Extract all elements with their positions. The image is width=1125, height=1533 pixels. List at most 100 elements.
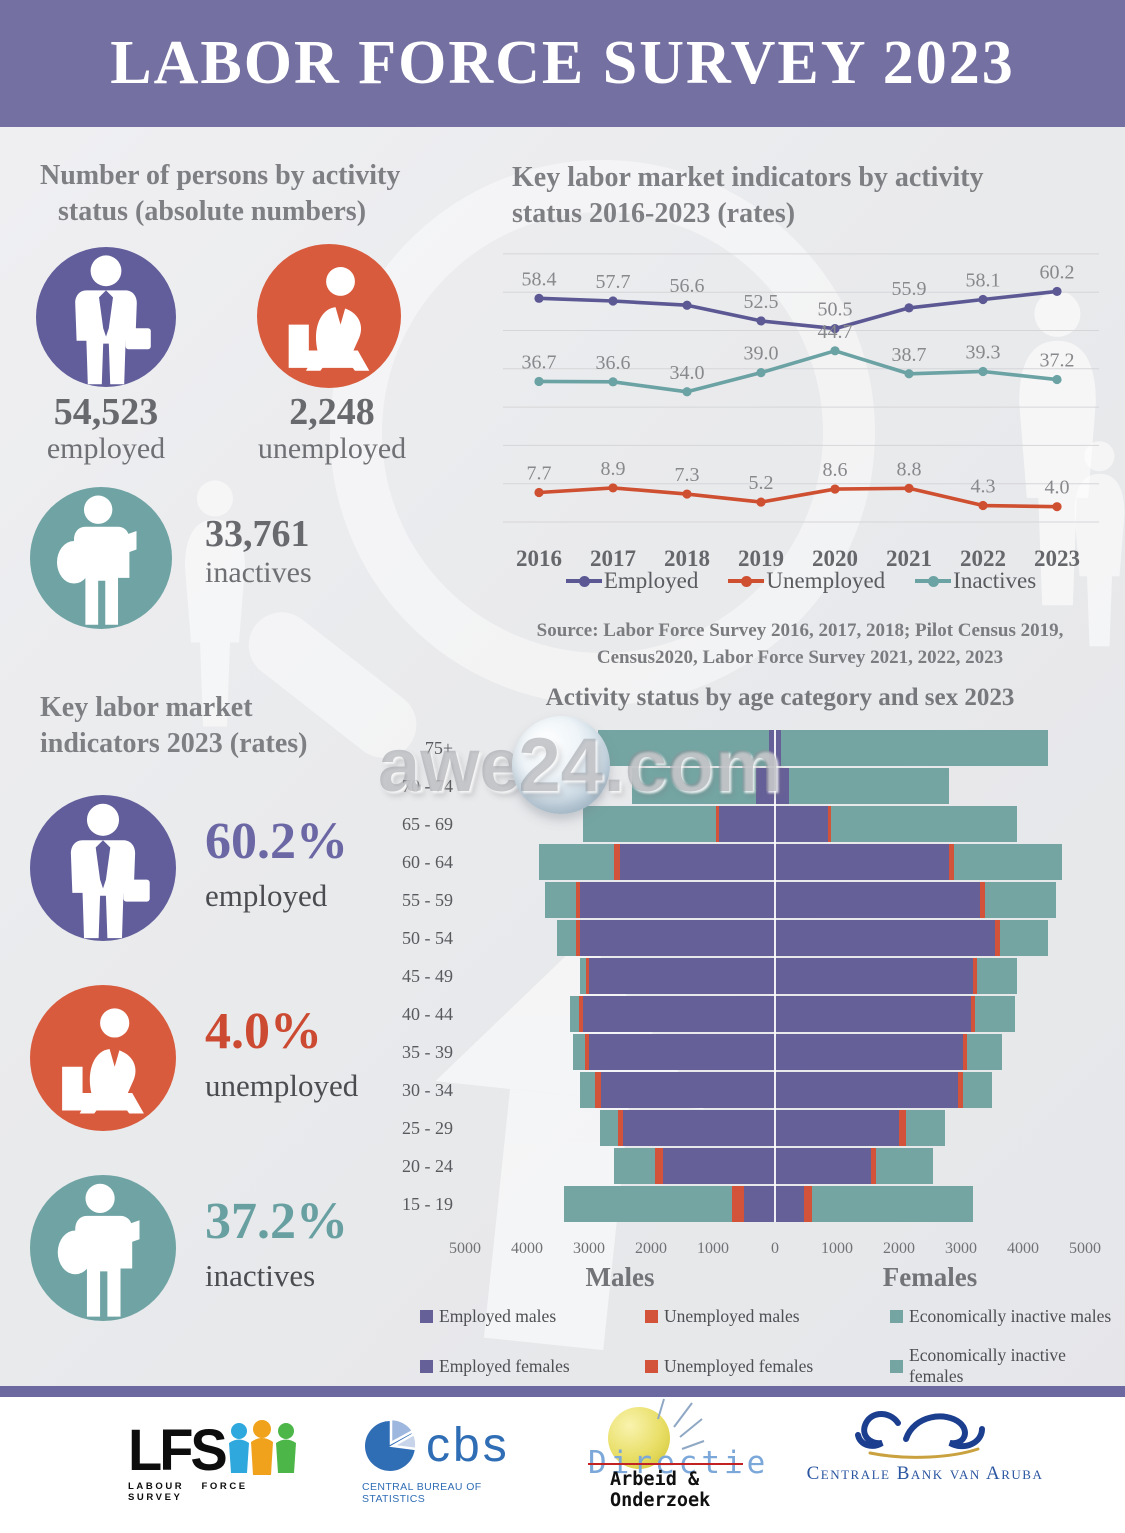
age-category-label: 60 - 64	[402, 852, 453, 872]
bar-unemployed-females	[979, 882, 985, 918]
bar-inactive-females	[1000, 920, 1048, 956]
bar-employed-females	[775, 1034, 963, 1070]
bar-inactive-males	[557, 920, 576, 956]
legend-square-marker	[420, 1310, 433, 1323]
axis-tick-label: 2000	[635, 1240, 667, 1257]
unemployed-person-icon	[257, 244, 401, 388]
bar-employed-males	[768, 730, 775, 766]
bar-inactive-males	[613, 1148, 656, 1184]
bar-employed-females	[775, 996, 971, 1032]
bar-employed-males	[582, 996, 775, 1032]
unemployed-rate-label: unemployed	[205, 1068, 359, 1103]
employed-rate: 60.2%	[205, 813, 348, 870]
svg-text:7.7: 7.7	[527, 463, 552, 485]
axis-tick-label: 3000	[573, 1240, 605, 1257]
svg-text:2017: 2017	[590, 546, 636, 571]
pyramid-row: 60 - 64	[402, 844, 1085, 880]
svg-text:34.0: 34.0	[670, 362, 705, 384]
person-silhouette-decoration	[1062, 400, 1125, 690]
bar-inactive-males	[600, 1110, 618, 1146]
inactives-rate-label: inactives	[205, 1258, 316, 1293]
bar-employed-males	[620, 844, 775, 880]
pyramid-row: 30 - 34	[402, 1072, 1085, 1108]
footer-divider	[0, 1386, 1125, 1397]
person-silhouette-decoration	[170, 440, 260, 770]
axis-tick-label: 4000	[511, 1240, 543, 1257]
unemployed-rate: 4.0%	[205, 1003, 322, 1060]
svg-text:50.5: 50.5	[818, 299, 853, 321]
pyramid-row: 45 - 49	[402, 958, 1085, 994]
lfs-people-icon	[228, 1420, 296, 1475]
legend-square-marker	[890, 1310, 903, 1323]
bar-employed-males	[589, 1034, 775, 1070]
svg-text:5.2: 5.2	[749, 472, 774, 494]
axis-tick-label: 0	[771, 1240, 779, 1257]
bar-inactive-females	[967, 1034, 1002, 1070]
age-category-label: 55 - 59	[402, 890, 453, 910]
pyramid-row: 35 - 39	[402, 1034, 1085, 1070]
lfs-logo: LFS LABOUR FORCE SURVEY	[128, 1397, 313, 1533]
bar-unemployed-males	[655, 1148, 664, 1184]
svg-text:2020: 2020	[812, 546, 858, 571]
bar-inactive-females	[975, 996, 1015, 1032]
bar-unemployed-females	[973, 958, 978, 994]
bar-inactive-males	[544, 882, 576, 918]
bar-employed-males	[623, 1110, 775, 1146]
pyramid-center-line	[774, 730, 776, 1222]
legend-label: Employed males	[439, 1306, 557, 1326]
header-band: LABOR FORCE SURVEY 2023	[0, 0, 1125, 127]
age-category-label: 20 - 24	[402, 1156, 453, 1176]
unemployed-count: 2,248	[289, 391, 375, 433]
axis-tick-label: 3000	[945, 1240, 977, 1257]
dao-name-line2: Arbeid & Onderzoek	[610, 1469, 711, 1511]
cbs-pie-icon	[365, 1417, 418, 1471]
bar-unemployed-males	[716, 806, 720, 842]
svg-text:2023: 2023	[1034, 546, 1080, 571]
bar-employed-females	[775, 806, 828, 842]
bar-inactive-females	[830, 806, 1017, 842]
population-pyramid: 75+ 70 - 74 65 - 69 60 - 64 55 - 59 50 - 54 45…	[402, 730, 1085, 1224]
axis-tick-label: 5000	[449, 1240, 481, 1257]
dao-red-line	[588, 1463, 743, 1465]
legend-label: Inactives	[953, 568, 1037, 593]
pyramid-legend-item: Employed males	[420, 1306, 645, 1327]
section2-title: Key labor market indicators 2023 (rates)	[40, 692, 308, 759]
age-category-label: 50 - 54	[402, 928, 453, 948]
watermark: awe 24 .com	[378, 716, 781, 814]
legend-square-marker	[645, 1359, 658, 1373]
legend-label: Employed females	[439, 1355, 570, 1376]
pyramid-legend-item: Employed females	[420, 1345, 645, 1387]
pyramid-row: 25 - 29	[402, 1110, 1085, 1146]
age-category-label: 65 - 69	[402, 814, 453, 834]
bar-employed-females	[775, 1110, 899, 1146]
pyramid-row: 75+	[425, 730, 1085, 766]
person-silhouette-decoration	[1000, 250, 1115, 650]
svg-text:2022: 2022	[960, 546, 1006, 571]
svg-text:60.2: 60.2	[1040, 261, 1075, 283]
inactives-count-label: inactives	[205, 556, 312, 589]
pyramid-row: 40 - 44	[402, 996, 1085, 1032]
bar-employed-females	[775, 730, 782, 766]
legend-item: Inactives	[915, 568, 1036, 594]
bar-employed-females	[775, 920, 996, 956]
watermark-sphere: 24	[511, 716, 610, 814]
pyramid-title: Activity status by age category and sex …	[545, 684, 1015, 711]
bar-employed-males	[579, 920, 775, 956]
svg-text:39.3: 39.3	[966, 341, 1001, 363]
pyramid-row: 50 - 54	[402, 920, 1085, 956]
legend-label: Unemployed females	[664, 1355, 814, 1376]
pyramid-row: 55 - 59	[402, 882, 1085, 918]
bar-unemployed-males	[575, 920, 580, 956]
bar-unemployed-males	[585, 958, 589, 994]
dao-logo: Directie Arbeid & Onderzoek	[588, 1397, 788, 1533]
bar-unemployed-females	[804, 1186, 813, 1222]
pyramid-row: 20 - 24	[402, 1148, 1085, 1184]
legend-label: Unemployed	[766, 568, 886, 593]
legend-item: Employed	[565, 568, 698, 594]
bar-inactive-females	[977, 958, 1017, 994]
svg-text:36.7: 36.7	[522, 351, 557, 373]
svg-text:2016: 2016	[516, 546, 562, 571]
inactives-count: 33,761	[205, 513, 310, 555]
pyramid-legend-item: Unemployed females	[645, 1345, 890, 1387]
